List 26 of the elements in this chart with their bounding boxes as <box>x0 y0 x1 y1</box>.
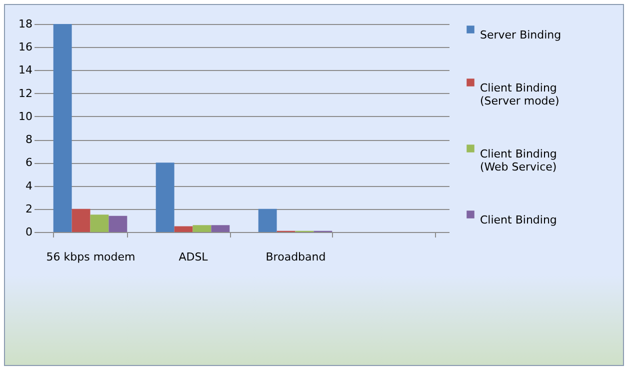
bar <box>53 24 72 232</box>
legend-label: Client Binding (Web Service) <box>480 148 557 174</box>
bar <box>108 216 128 232</box>
bar <box>156 162 174 232</box>
y-tick-label: 0 <box>26 226 32 238</box>
legend-label: Server Binding <box>480 28 562 42</box>
y-tick-label: 6 <box>26 156 32 170</box>
legend-label: Client Binding (Server mode) <box>480 82 560 108</box>
bar <box>211 225 230 232</box>
y-tick-label: 18 <box>18 18 32 30</box>
y-tick-label: 12 <box>18 86 32 100</box>
bar <box>90 214 109 232</box>
bar <box>174 226 193 232</box>
y-tick-label: 14 <box>18 64 32 77</box>
x-tick-label: Broadband <box>266 250 326 264</box>
y-tick-label: 8 <box>26 133 32 146</box>
bar <box>258 208 277 232</box>
legend-label: Client Binding <box>480 214 557 226</box>
y-tick-label: 2 <box>26 202 32 216</box>
y-tick-label: 10 <box>18 110 32 123</box>
x-tick-label: 56 kbps modem <box>46 250 136 264</box>
x-tick-label: ADSL <box>178 250 209 264</box>
y-tick-label: 4 <box>26 179 32 192</box>
y-tick-label: 16 <box>18 40 32 54</box>
bar <box>192 225 212 232</box>
bar <box>72 208 90 232</box>
